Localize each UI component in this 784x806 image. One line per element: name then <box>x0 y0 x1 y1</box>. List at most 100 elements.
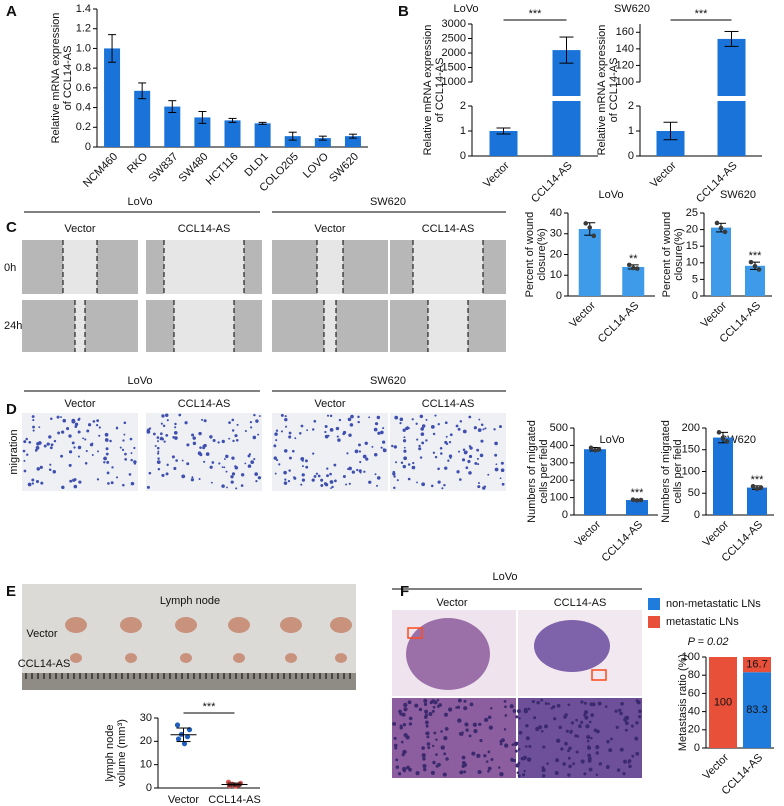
cell <box>49 446 53 450</box>
cell <box>283 470 287 475</box>
y-tick-label: 5 <box>692 273 698 285</box>
cell <box>421 424 426 428</box>
cell <box>211 461 215 464</box>
nucleus <box>431 699 436 704</box>
cell <box>161 473 165 477</box>
cell <box>288 469 291 472</box>
y-tick-label: 1.2 <box>76 23 91 35</box>
cell <box>374 473 377 476</box>
nucleus <box>622 772 626 776</box>
nucleus <box>504 714 508 717</box>
nucleus <box>423 702 428 707</box>
y-tick-label: 0 <box>460 150 466 162</box>
cell <box>392 472 396 476</box>
cell <box>487 473 490 476</box>
cell <box>250 460 255 465</box>
nucleus <box>421 753 426 758</box>
y-tick-label: 0.4 <box>76 101 91 113</box>
cell <box>348 482 351 485</box>
cell <box>40 481 44 485</box>
x-tick-label: Vector <box>701 751 732 782</box>
cell <box>494 467 499 472</box>
x-tick-label: Vector <box>701 518 732 549</box>
cell <box>301 465 304 468</box>
nucleus <box>544 724 549 729</box>
cell <box>163 440 166 443</box>
nucleus <box>578 724 582 729</box>
cell <box>60 454 64 458</box>
cell <box>235 438 239 442</box>
nucleus <box>567 773 571 777</box>
axis-break <box>634 96 762 101</box>
cell <box>468 445 472 448</box>
cell <box>437 480 441 484</box>
cell <box>382 440 386 444</box>
cell <box>56 415 60 419</box>
nucleus <box>443 712 448 717</box>
y-tick-label: 160 <box>616 26 634 38</box>
nucleus <box>400 740 404 744</box>
legend-label: non-metastatic LNs <box>666 598 761 610</box>
cell <box>240 473 245 477</box>
cell <box>231 418 235 422</box>
wound-gap <box>164 240 244 294</box>
cell <box>234 466 239 470</box>
y-tick-label: 0 <box>694 742 700 754</box>
cell <box>420 427 425 431</box>
cell <box>111 466 114 469</box>
cell <box>323 482 328 486</box>
column-label: Vector <box>64 223 96 235</box>
micrograph <box>518 698 642 778</box>
nucleus <box>586 739 590 743</box>
cell <box>191 433 195 437</box>
y-axis-label: Numbers of migrated <box>526 420 538 523</box>
cell <box>430 425 435 429</box>
nucleus <box>580 759 585 764</box>
nucleus <box>443 735 448 741</box>
cell <box>201 418 204 421</box>
cell <box>191 476 194 479</box>
cell <box>84 461 88 465</box>
node <box>280 617 302 633</box>
cell <box>174 422 177 426</box>
y-axis-label: of CCL14-AS <box>608 58 620 123</box>
nucleus <box>436 698 440 702</box>
nucleus <box>547 702 550 706</box>
nucleus <box>403 707 408 712</box>
cell <box>449 456 452 459</box>
nucleus <box>614 709 618 713</box>
cell <box>157 457 160 460</box>
nucleus <box>499 742 503 746</box>
y-tick-label: 0.2 <box>76 121 91 133</box>
cell <box>235 487 238 490</box>
cell <box>156 436 160 439</box>
cell <box>156 446 160 450</box>
nucleus <box>540 698 544 702</box>
y-tick-label: 3000 <box>442 18 466 30</box>
cell <box>358 443 361 447</box>
cell <box>218 462 221 465</box>
wound-gap <box>428 300 468 352</box>
y-axis-label: cells per field <box>538 439 550 503</box>
nucleus <box>422 757 426 761</box>
cell <box>74 422 79 426</box>
cell <box>374 422 379 426</box>
cell <box>71 441 75 445</box>
tissue <box>406 618 490 690</box>
cell <box>324 434 329 439</box>
cell <box>402 439 407 443</box>
point <box>754 486 760 492</box>
cell <box>463 450 468 455</box>
y-tick-label: 200 <box>550 474 568 486</box>
y-tick-label: 1.4 <box>76 3 91 15</box>
point <box>750 483 756 489</box>
nucleus <box>476 753 481 759</box>
cell <box>380 430 384 435</box>
cell <box>380 446 383 449</box>
nucleus <box>525 723 529 728</box>
point <box>592 447 598 453</box>
nucleus <box>510 757 514 761</box>
node <box>175 617 197 633</box>
nucleus <box>553 717 557 721</box>
cell <box>253 413 256 417</box>
